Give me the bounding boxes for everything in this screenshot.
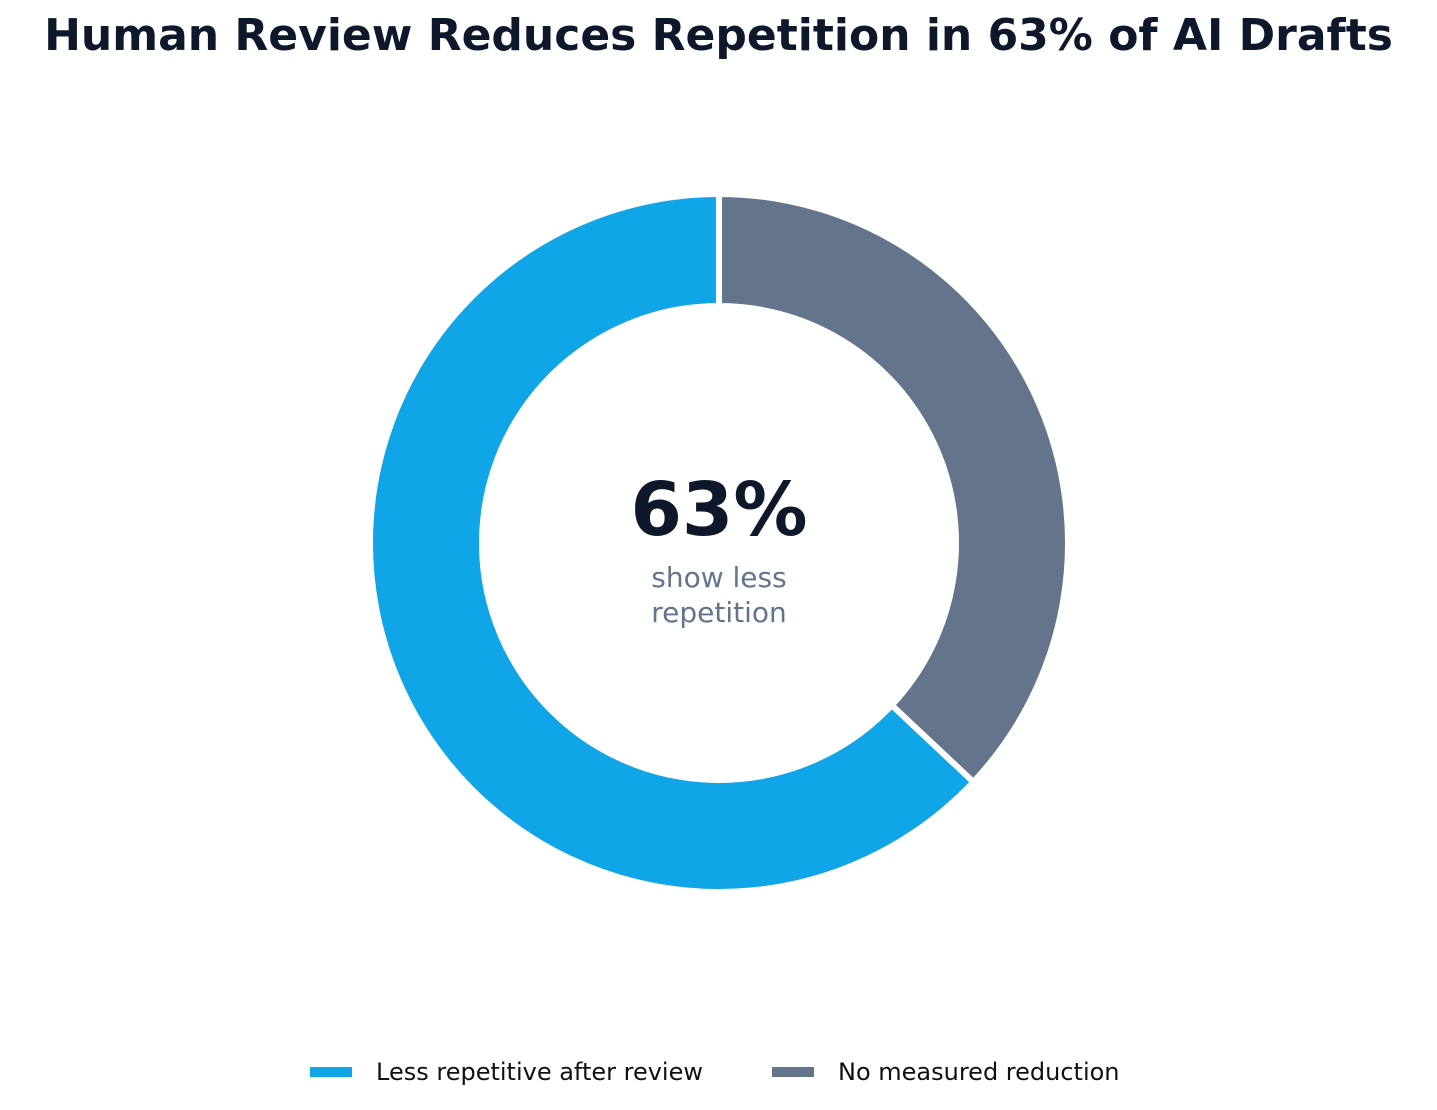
donut-slice-no-reduction (716, 190, 1071, 787)
chart-title: Human Review Reduces Repetition in 63% o… (44, 10, 1393, 61)
donut-slices (367, 190, 1071, 895)
legend-swatch-no-reduction (772, 1067, 814, 1077)
center-percentage: 63% (630, 467, 808, 553)
legend-swatch-less-repetitive (310, 1067, 352, 1077)
legend-item-no-reduction: No measured reduction (772, 1054, 1120, 1090)
center-caption-line-2: repetition (651, 596, 787, 629)
donut-slice-less-repetitive (367, 190, 978, 895)
legend-label-less-repetitive: Less repetitive after review (376, 1058, 703, 1086)
legend-label-no-reduction: No measured reduction (838, 1058, 1120, 1086)
legend: Less repetitive after review No measured… (0, 1054, 1437, 1090)
center-caption-line-1: show less (651, 561, 787, 594)
legend-item-less-repetitive: Less repetitive after review (310, 1054, 703, 1090)
